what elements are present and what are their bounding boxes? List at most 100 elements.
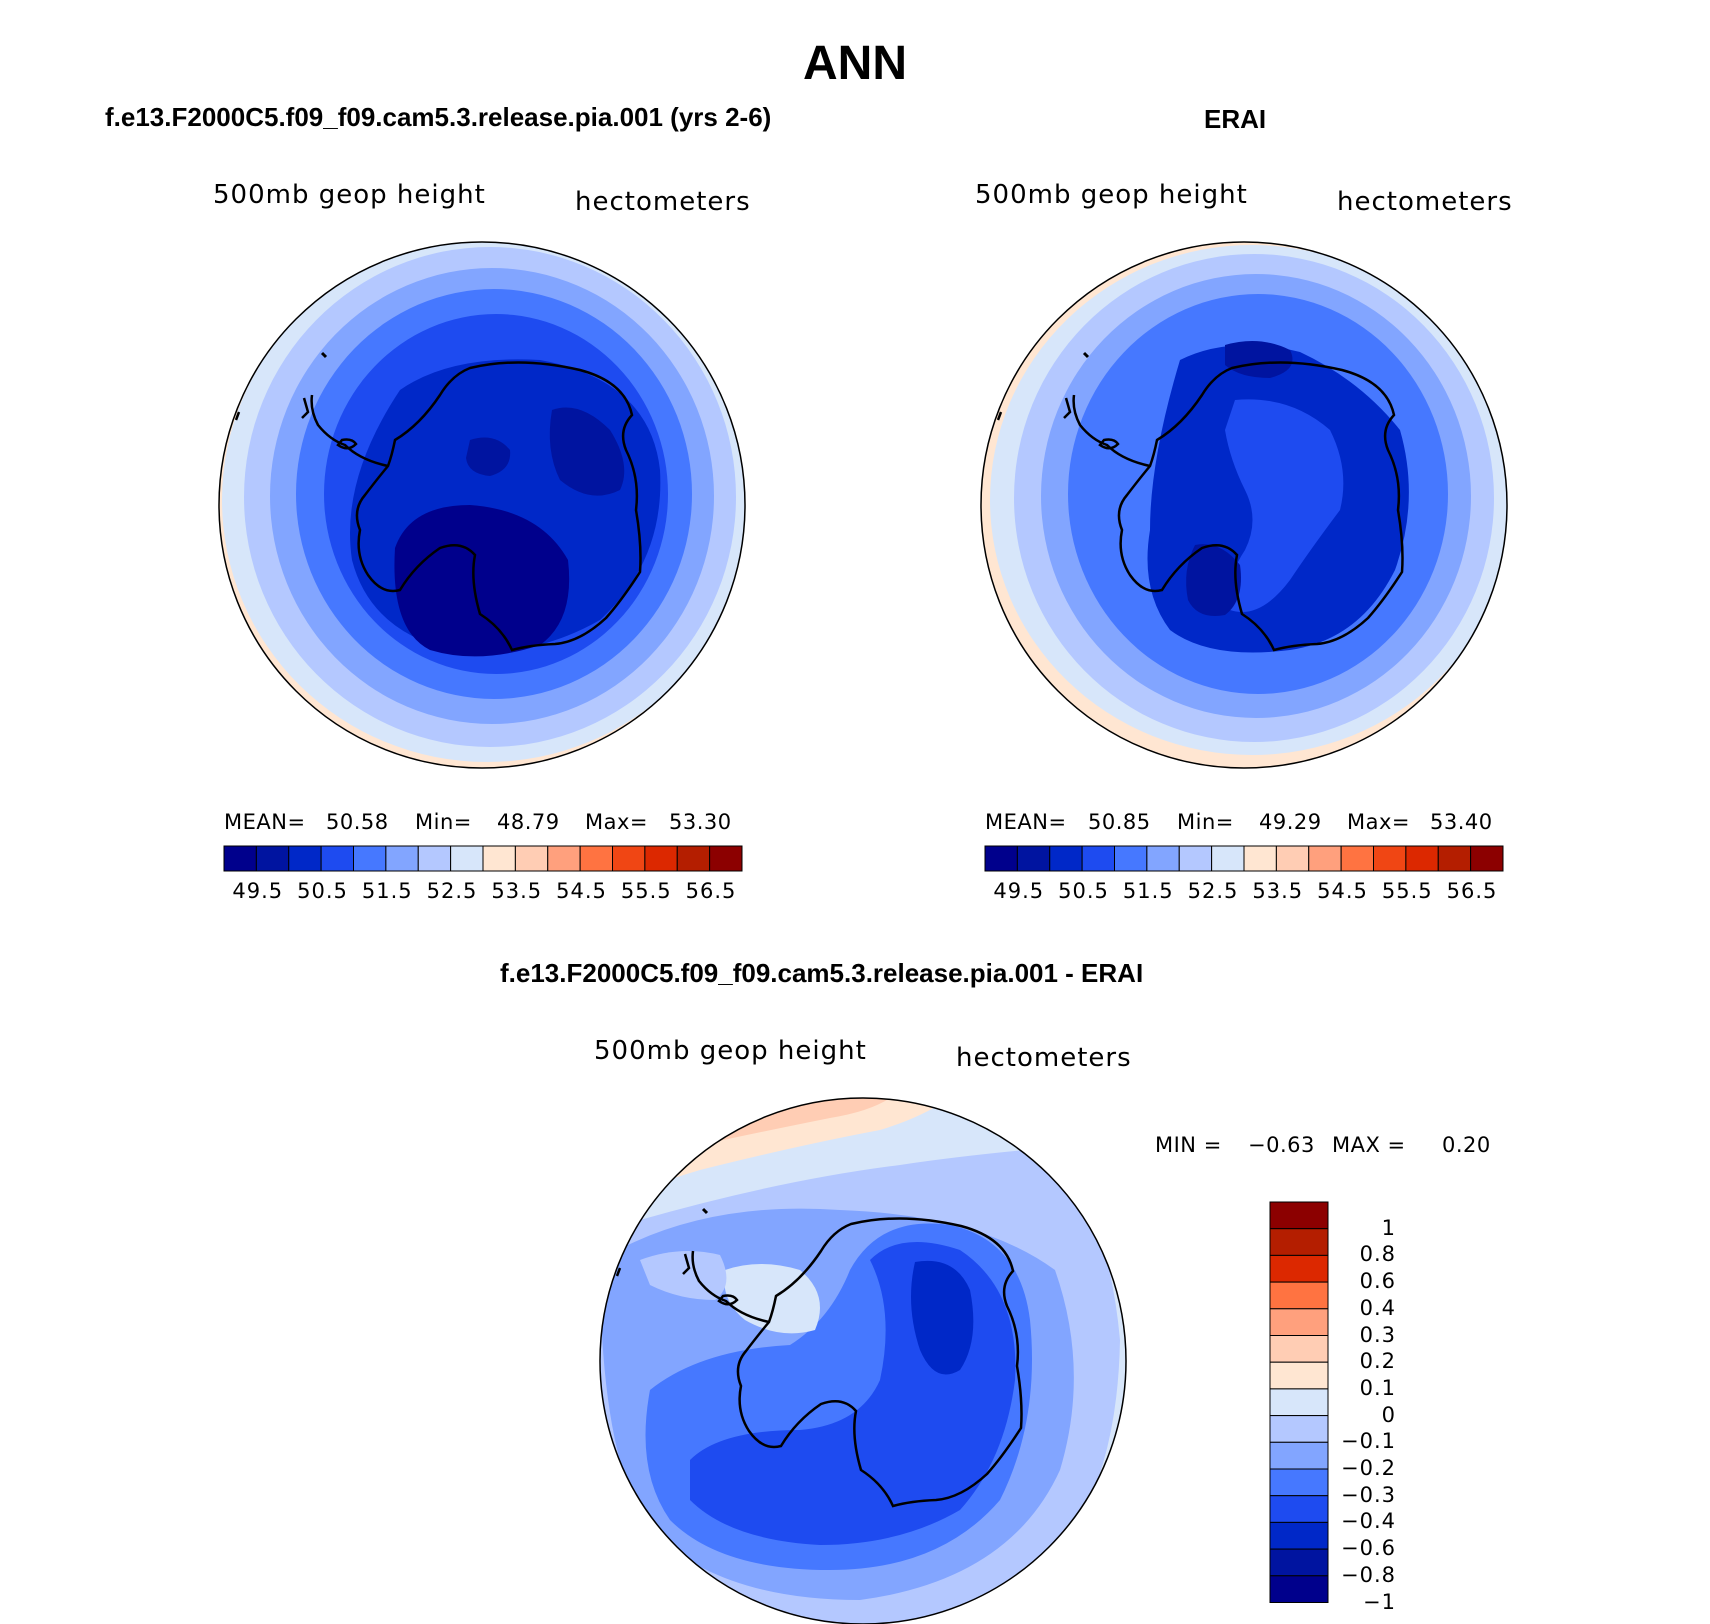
panel1-mean-value: 50.58 [326,810,389,834]
panel3-colorbar-swatch [1269,1548,1329,1577]
panel2-colorbar-tick-label: 55.5 [1381,879,1433,903]
panel1-coastline [320,351,328,359]
panel3-colorbar-swatch [1269,1308,1329,1337]
panel1-colorbar-tick-label: 49.5 [232,879,284,903]
panel2-contour-band [1225,399,1344,612]
panel3-colorbar-swatch [1269,1361,1329,1390]
panel1-colorbar-swatch [320,845,354,872]
panel1-map [219,242,745,768]
panel1-colorbar-swatch [676,845,711,872]
panel2-colorbar-swatch [1049,845,1083,872]
panel3-colorbar-tick-label: −1 [1363,1589,1396,1614]
panel2-colorbar-tick-label: 54.5 [1317,879,1368,903]
panel3-title: f.e13.F2000C5.f09_f09.cam5.3.release.pia… [500,958,1144,988]
panel3-colorbar-tick-label: 0.4 [1359,1295,1396,1320]
panel1-units-label: hectometers [575,187,751,217]
panel2-title: ERAI [1204,104,1267,134]
panel3-colorbar-swatch [1269,1335,1329,1363]
panel2-coastline [1098,438,1120,450]
panel1-max-label: Max= [585,810,649,834]
panel1-title: f.e13.F2000C5.f09_f09.cam5.3.release.pia… [105,102,772,132]
panel1-colorbar-tick-label: 54.5 [556,879,607,903]
panel3-colorbar-tick-label: 0.6 [1359,1269,1396,1294]
panel3-colorbar-swatch [1269,1575,1329,1604]
panel2-mean-label: MEAN= [985,810,1067,834]
panel1-coastline [355,361,642,652]
panel2-variable-label: 500mb geop height [975,180,1248,210]
panel2-coastline [1063,397,1072,419]
panel1-colorbar-swatch [450,845,484,872]
panel2-mean-value: 50.85 [1088,810,1151,834]
panel1-colorbar-swatch [353,845,387,872]
panel3-colorbar-swatch [1269,1228,1329,1256]
panel2-colorbar-swatch [1470,845,1504,872]
panel3-colorbar-swatch [1269,1254,1329,1283]
panel1-mean-label: MEAN= [224,810,306,834]
panel3-colorbar-swatch [1269,1468,1329,1497]
panel1-colorbar-swatch [579,845,613,872]
panel2-coastline [996,411,1003,421]
panel3-colorbar-tick-label: −0.4 [1341,1509,1396,1534]
panel2-contour-band [1225,341,1293,378]
panel3-colorbar-swatch [1269,1388,1329,1417]
panel1-variable-label: 500mb geop height [213,180,486,210]
panel1-colorbar-tick-label: 55.5 [620,879,672,903]
panel3-map [600,1098,1126,1624]
panel1-colorbar [223,845,743,872]
panel3-colorbar-swatch [1269,1415,1329,1443]
panel3-colorbar-swatch [1269,1281,1329,1310]
panel1-colorbar-tick-label: 56.5 [685,879,737,903]
panel2-colorbar-tick-label: 56.5 [1446,879,1498,903]
panel3-colorbar-swatch [1269,1201,1329,1230]
panel3-colorbar-tick-label: −0.2 [1341,1456,1396,1480]
panel3-variable-label: 500mb geop height [594,1036,867,1066]
panel1-colorbar-swatch [514,845,549,872]
panel1-min-label: Min= [415,810,472,834]
main-title: ANN [803,37,907,90]
panel2-colorbar-swatch [1373,845,1407,872]
panel2-contour-band [1186,544,1241,616]
panel3-units-label: hectometers [956,1043,1132,1073]
panel1-coastline [301,397,310,419]
panel1-colorbar-tick-label: 50.5 [297,879,348,903]
panel1-max-value: 53.30 [669,810,732,834]
panel2-colorbar-tick-label: 53.5 [1252,879,1304,903]
panel2-min-label: Min= [1177,810,1234,834]
panel3-colorbar-tick-label: 0.3 [1359,1322,1396,1347]
panel1-min-value: 48.79 [497,810,560,834]
panel2-colorbar-swatch [1146,845,1180,872]
panel2-colorbar-swatch [1081,845,1115,872]
panel3-min-value: −0.63 [1248,1133,1315,1157]
panel3-min-label: MIN = [1155,1133,1222,1157]
panel3-coastline [682,1253,691,1275]
panel3-coastline [701,1207,709,1215]
panel1-map-border [218,241,746,769]
panel1-colorbar-swatch [644,845,678,872]
panel2-colorbar [984,845,1504,872]
panel2-colorbar-swatch [1178,845,1213,872]
panel1-contour-band [466,437,511,476]
panel2-min-value: 49.29 [1259,810,1322,834]
panel2-colorbar-swatch [1211,845,1245,872]
panel1-colorbar-tick-label: 53.5 [491,879,543,903]
panel1-colorbar-swatch [709,845,743,872]
panel1-colorbar-swatch [385,845,419,872]
panel1-colorbar-swatch [288,845,322,872]
panel2-max-label: Max= [1347,810,1411,834]
panel2-colorbar-swatch [1243,845,1277,872]
panel2-colorbar-tick-label: 52.5 [1187,879,1239,903]
panel1-coastline [310,394,389,468]
panel3-coastline [736,1217,1023,1508]
panel2-colorbar-tick-label: 50.5 [1058,879,1109,903]
panel3-colorbar-swatch [1269,1441,1329,1470]
panel3-contour-band [911,1260,974,1375]
panel2-coastline [1082,351,1090,359]
panel2-coastline [1117,361,1404,652]
panel1-colorbar-swatch [547,845,581,872]
panel2-colorbar-swatch [1275,845,1310,872]
panel3-colorbar-swatch [1269,1521,1329,1550]
panel3-coastline [691,1250,770,1324]
panel1-colorbar-swatch [417,845,452,872]
panel1-coastline [234,411,241,421]
